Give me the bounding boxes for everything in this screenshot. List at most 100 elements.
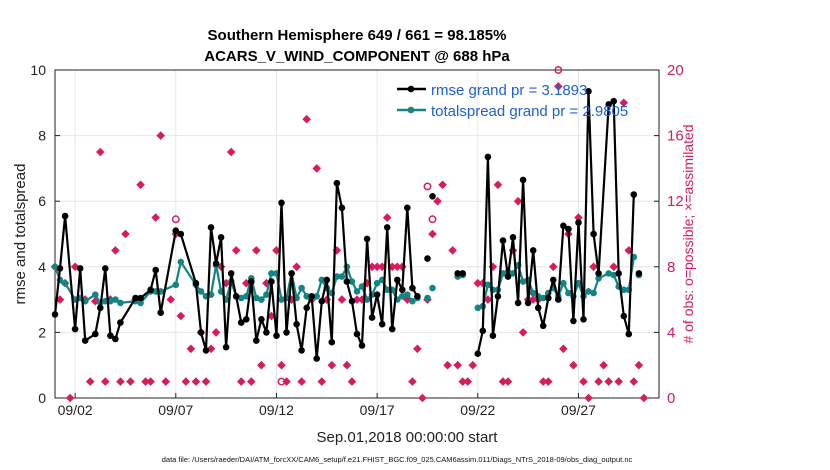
rmse-point: [288, 270, 295, 277]
assimilated-marker: [317, 377, 327, 386]
spread-point: [399, 293, 406, 300]
rmse-point: [590, 230, 597, 238]
spread-point: [383, 286, 391, 294]
assimilated-marker: [619, 98, 629, 108]
rmse-point: [368, 314, 376, 321]
assimilated-marker: [141, 377, 150, 386]
assimilated-marker: [252, 246, 261, 255]
rmse-point: [373, 291, 381, 299]
assimilated-marker: [438, 180, 447, 190]
rmse-point: [409, 284, 416, 292]
spread-point: [590, 289, 597, 297]
rmse-point: [207, 224, 215, 231]
spread-point: [424, 294, 431, 302]
assimilated-marker: [554, 82, 563, 91]
assimilated-marker: [277, 360, 286, 370]
rmse-point: [172, 227, 180, 234]
assimilated-marker: [569, 360, 578, 370]
rmse-point: [605, 101, 612, 108]
rmse-point: [545, 294, 552, 302]
assimilated-marker: [262, 278, 271, 288]
rmse-point: [222, 343, 230, 351]
assimilated-marker: [247, 377, 256, 386]
assimilated-marker: [418, 393, 427, 403]
rmse-point: [504, 273, 512, 280]
assimilated-marker: [161, 377, 171, 386]
spread-point: [409, 297, 416, 305]
assimilated-marker: [599, 360, 608, 370]
assimilated-marker: [121, 229, 130, 239]
rmse-point: [625, 330, 633, 338]
x-tick-label: 09/02: [58, 402, 93, 418]
y-right-tick-label: 20: [667, 62, 684, 79]
possible-marker: [423, 182, 432, 191]
rmse-point: [112, 335, 119, 343]
rmse-series: [51, 88, 643, 362]
assimilated-marker: [272, 246, 281, 255]
assimilated-marker: [231, 246, 241, 255]
rmse-point: [610, 97, 617, 105]
rmse-point: [474, 350, 482, 358]
rmse-point: [147, 286, 154, 294]
spread-point: [172, 281, 180, 289]
rmse-point: [278, 199, 285, 207]
rmse-point: [177, 230, 185, 238]
totalspread-series: [51, 253, 643, 312]
assimilated-marker: [226, 147, 236, 157]
spread-point: [519, 278, 527, 285]
spread-point: [353, 288, 361, 295]
assimilated-marker: [111, 246, 120, 255]
rmse-point: [378, 320, 386, 328]
spread-point: [263, 291, 270, 299]
rmse-point: [318, 297, 326, 305]
rmse-point: [71, 325, 79, 333]
assimilated-marker: [101, 377, 110, 386]
spread-point: [268, 270, 275, 277]
assimilated-marker: [166, 295, 176, 304]
legend-spread-marker: [407, 106, 415, 114]
rmse-point: [388, 325, 396, 333]
spread-point: [565, 289, 572, 297]
rmse-point: [519, 176, 527, 184]
rmse-point: [414, 293, 421, 300]
spread-point: [278, 296, 285, 303]
rmse-point: [51, 311, 59, 318]
rmse-point: [117, 319, 124, 326]
spread-point: [338, 273, 346, 280]
spread-point: [363, 296, 371, 303]
spread-point: [484, 281, 492, 289]
rmse-point: [97, 304, 104, 312]
assimilated-marker: [327, 360, 337, 370]
spread-point: [610, 271, 617, 279]
rmse-point: [454, 270, 462, 277]
assimilated-marker: [176, 311, 186, 321]
y-tick-label: 2: [38, 324, 46, 340]
rmse-point: [529, 247, 537, 254]
rmse-point: [212, 260, 220, 267]
rmse-point: [76, 265, 84, 272]
assimilated-marker: [372, 262, 382, 272]
spread-point: [595, 275, 602, 282]
rmse-point: [248, 278, 255, 285]
rmse-point: [263, 329, 270, 336]
rmse-point: [308, 293, 316, 300]
assimilated-marker: [463, 377, 473, 386]
assimilated-marker: [574, 213, 583, 222]
legend-rmse-label: rmse grand pr = 3.1893: [431, 82, 587, 99]
spread-point: [529, 289, 537, 297]
spread-point: [585, 288, 592, 295]
spread-point: [605, 270, 612, 277]
rmse-point: [237, 319, 245, 326]
rmse-point: [328, 338, 336, 346]
assimilated-marker: [503, 377, 513, 386]
spread-point: [117, 299, 124, 307]
spread-point: [318, 276, 326, 284]
rmse-point: [343, 278, 351, 285]
assimilated-marker: [206, 344, 216, 354]
assimilated-marker: [634, 360, 644, 370]
assimilated-marker: [408, 377, 417, 386]
rmse-point: [630, 191, 638, 198]
spread-point: [252, 294, 260, 302]
y-axis-right-label: # of obs: o=possible; ×=assimilated: [680, 124, 696, 343]
